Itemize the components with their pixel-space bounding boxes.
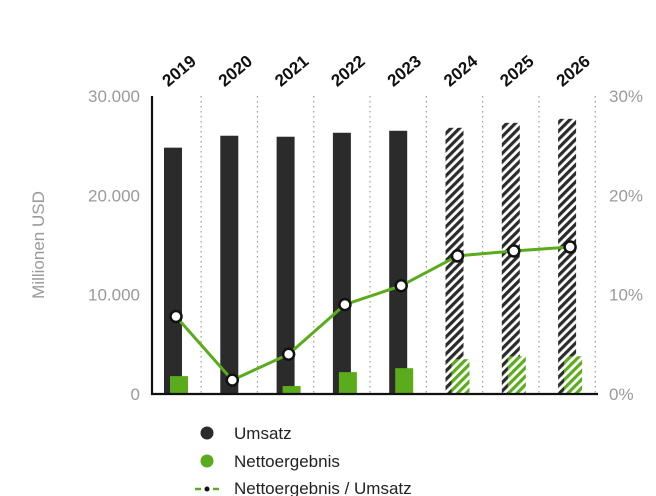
legend-umsatz-label: Umsatz	[234, 424, 292, 443]
ratio-line	[169, 240, 577, 387]
umsatz-bar-2020	[220, 135, 239, 394]
legend-umsatz-marker	[200, 426, 214, 440]
legend-ratio-label: Nettoergebnis / Umsatz	[234, 479, 412, 496]
umsatz-bar-2026	[558, 118, 577, 394]
year-label-2019: 2019	[159, 52, 200, 91]
ratio-point-2026	[563, 240, 577, 254]
left-tick-label: 30.000	[88, 87, 140, 106]
right-tick-label: 10%	[609, 286, 643, 305]
year-label-2021: 2021	[271, 52, 312, 91]
umsatz-bar-2023	[389, 130, 408, 394]
umsatz-bar-2025	[501, 122, 520, 394]
year-label-2020: 2020	[215, 52, 256, 91]
nettoergebnis-bar-2019	[170, 376, 188, 394]
year-label-2026: 2026	[553, 52, 594, 91]
left-tick-label: 20.000	[88, 186, 140, 205]
left-tick-label: 10.000	[88, 286, 140, 305]
legend-netto-label: Nettoergebnis	[234, 452, 340, 471]
umsatz-bar-2022	[332, 132, 351, 394]
umsatz-bar-2021	[276, 136, 295, 394]
year-label-2023: 2023	[384, 52, 425, 91]
nettoergebnis-bar-2025	[507, 356, 526, 394]
nettoergebnis-bar-2021	[282, 386, 301, 394]
year-label-2024: 2024	[440, 51, 482, 90]
y-axis-label: Millionen USD	[29, 191, 48, 299]
legend: Umsatz Nettoergebnis Nettoergebnis / Umsat…	[195, 424, 412, 496]
legend-netto-marker	[200, 454, 214, 468]
ratio-point-2023	[394, 278, 408, 293]
bars	[164, 118, 583, 394]
ratio-point-2020	[225, 373, 240, 387]
nettoergebnis-bar-2022	[338, 372, 357, 394]
ratio-point-2021	[281, 347, 296, 362]
nettoergebnis-bar-2023	[395, 368, 414, 394]
right-tick-label: 30%	[609, 87, 643, 106]
right-tick-label: 0%	[609, 385, 634, 404]
ratio-point-2022	[338, 297, 352, 312]
legend-ratio-marker	[204, 486, 210, 492]
umsatz-bar-2019	[164, 147, 182, 394]
year-label-2025: 2025	[496, 52, 537, 91]
ratio-point-2024	[450, 249, 465, 263]
ratio-point-2019	[169, 309, 183, 324]
axes	[150, 96, 598, 396]
right-tick-label: 20%	[609, 186, 643, 205]
nettoergebnis-bar-2026	[564, 356, 583, 394]
ratio-line-path	[174, 245, 571, 382]
year-label-2022: 2022	[327, 52, 368, 91]
left-tick-label: 0	[131, 385, 140, 404]
ratio-point-2025	[507, 244, 521, 258]
nettoergebnis-bar-2024	[451, 359, 470, 394]
